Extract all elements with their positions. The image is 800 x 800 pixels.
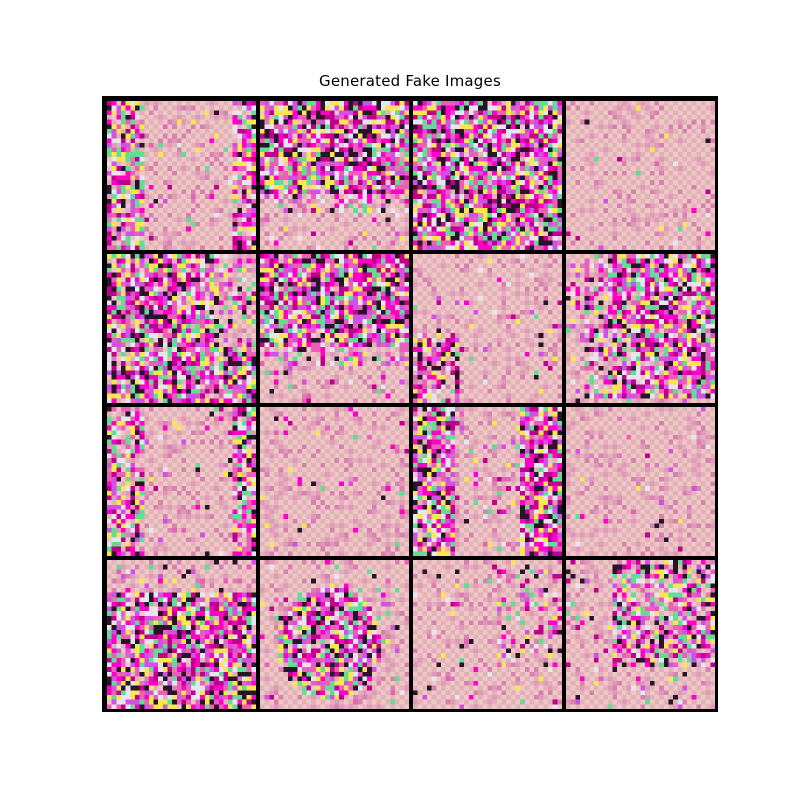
generated-image-tile [107,407,256,556]
generated-image-tile [107,101,256,250]
generated-image-pixels [107,407,256,556]
generated-image-tile [566,560,715,709]
generated-image-tile [107,560,256,709]
generated-image-tile [260,407,409,556]
figure-title: Generated Fake Images [319,72,501,90]
generated-image-pixels [107,560,256,709]
generated-image-pixels [566,560,715,709]
generated-image-grid [102,96,718,712]
generated-image-tile [566,254,715,403]
generated-image-tile [107,254,256,403]
generated-image-tile [413,407,562,556]
generated-image-pixels [107,254,256,403]
generated-image-pixels [413,101,562,250]
generated-image-tile [260,560,409,709]
generated-image-pixels [566,407,715,556]
generated-image-tile [260,254,409,403]
generated-image-tile [260,101,409,250]
generated-image-tile [413,560,562,709]
generated-image-pixels [107,101,256,250]
generated-image-tile [566,101,715,250]
generated-image-tile [566,407,715,556]
generated-image-pixels [566,101,715,250]
generated-image-pixels [260,407,409,556]
generated-image-pixels [566,254,715,403]
generated-image-pixels [260,101,409,250]
generated-image-pixels [260,254,409,403]
generated-image-pixels [413,560,562,709]
generated-image-tile [413,254,562,403]
generated-image-pixels [413,407,562,556]
generated-image-pixels [260,560,409,709]
generated-image-pixels [413,254,562,403]
generated-image-tile [413,101,562,250]
